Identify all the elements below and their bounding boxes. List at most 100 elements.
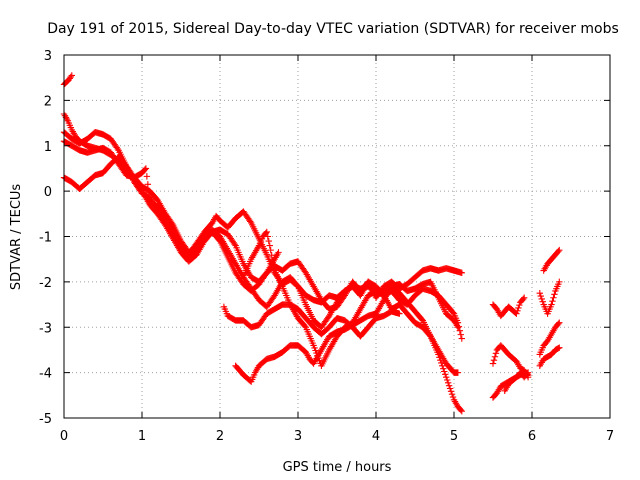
data-point [293,282,301,289]
data-point [447,388,455,395]
chart-title: Day 191 of 2015, Sidereal Day-to-day VTE… [47,21,619,37]
data-point [456,327,464,334]
data-point [440,365,447,372]
data-point [449,393,457,401]
data-point [68,72,75,79]
data-point [275,249,282,256]
series-trace-8 [232,283,465,415]
data-point [443,373,450,381]
data-point [551,291,558,298]
series-trace-13 [540,246,563,274]
series-trace-11 [489,342,532,381]
data-point [550,294,557,301]
data-point [539,298,546,305]
data-point [490,356,498,364]
data-point [441,368,448,375]
data-series [60,72,563,415]
data-point [435,351,442,358]
data-point [536,290,543,297]
data-point [458,335,465,342]
y-tick-label: -2 [39,276,52,291]
data-point [448,390,456,398]
data-point [515,304,522,312]
series-trace-7 [220,301,403,340]
data-point [555,320,562,328]
data-point [263,228,270,236]
series-trace-9 [489,294,528,320]
data-point [454,369,462,376]
x-tick-label: 7 [606,429,614,444]
x-tick-label: 0 [60,429,68,444]
data-point [269,257,276,264]
series-trace-12 [501,369,532,394]
x-tick-label: 5 [450,429,458,444]
series-trace-16 [536,344,563,370]
data-point [514,307,521,315]
data-point [266,242,273,249]
data-point [67,73,74,81]
y-tick-label: 0 [44,185,52,200]
data-point [556,319,563,326]
data-point [442,371,449,378]
y-axis-label: SDTVAR / TECUs [9,184,24,291]
ticks: 0 1 2 3 4 5 6 7 3 2 1 0 -1 -2 -3 -4 -5 [39,49,614,444]
data-point [555,345,562,352]
data-point [449,309,457,316]
x-tick-label: 6 [528,429,536,444]
data-point [538,295,545,303]
data-point [455,323,463,330]
data-point [262,229,270,237]
y-tick-label: -1 [39,231,52,246]
data-point [537,292,544,300]
y-tick-label: -4 [39,367,52,382]
x-tick-label: 3 [294,429,302,444]
data-point [556,344,563,351]
data-point [268,252,275,259]
data-point [492,350,500,357]
data-point [548,301,555,308]
data-point [270,262,277,269]
data-point [301,322,309,330]
x-tick-label: 2 [216,429,224,444]
data-point [231,240,238,248]
x-tick-label: 4 [372,429,380,444]
data-point [439,362,446,370]
data-point [264,233,271,240]
data-point [458,269,465,276]
data-point [491,353,499,360]
y-tick-label: -5 [39,412,52,427]
data-point [265,237,272,245]
data-point [144,181,152,188]
data-point [438,359,445,367]
data-point [143,173,151,180]
data-point [114,145,121,153]
data-point [523,371,531,378]
data-point [457,406,465,414]
data-point [247,218,254,225]
data-point [521,294,528,301]
series-trace-1 [60,72,75,88]
y-tick-label: 3 [44,49,52,64]
data-point [445,382,453,389]
data-point [556,246,563,254]
data-point [454,319,462,326]
data-point [446,385,454,392]
data-point [169,220,176,227]
x-axis-label: GPS time / hours [283,460,392,475]
data-point [443,376,451,384]
data-point [513,310,520,317]
series-trace-14 [536,278,563,317]
series-trace-15 [536,319,563,358]
data-point [436,354,443,361]
data-point [142,165,150,172]
data-point [520,295,527,303]
data-point [524,371,532,379]
data-point [267,246,274,254]
data-point [556,278,563,286]
data-point [444,379,452,387]
y-tick-label: -3 [39,321,52,336]
data-point [555,248,562,255]
data-point [489,360,497,367]
y-tick-label: 1 [44,140,52,155]
